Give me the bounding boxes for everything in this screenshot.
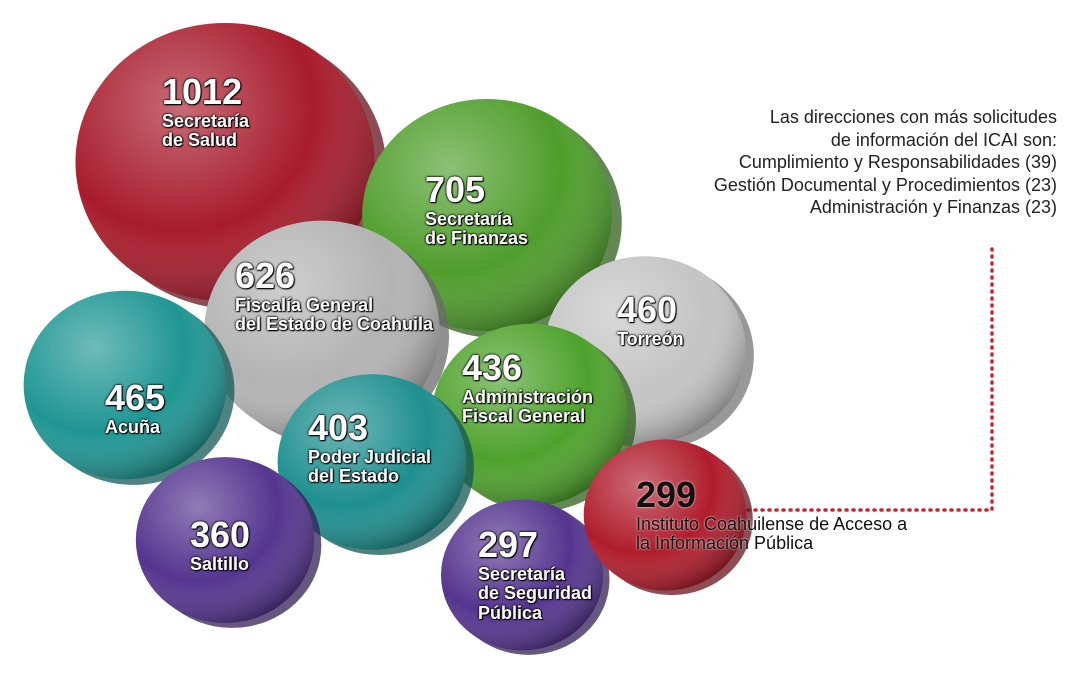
category-label: Poder Judicial del Estado (308, 448, 431, 488)
category-label: Torreón (617, 330, 684, 350)
annotation: Las direcciones con más solicitudes de i… (714, 106, 1057, 219)
category-label: Administración Fiscal General (462, 388, 593, 428)
category-label: Fiscalía General del Estado de Coahuila (235, 296, 433, 336)
infographic: Las direcciones con más solicitudes de i… (0, 0, 1076, 681)
category-label: Acuña (105, 418, 165, 438)
category-label: Instituto Coahuilense de Acceso a la Inf… (636, 515, 907, 555)
value-label: 465 (105, 378, 165, 418)
category-label: Saltillo (190, 555, 250, 575)
value-label: 705 (425, 170, 528, 210)
category-label: Secretaría de Finanzas (425, 210, 528, 250)
value-label: 403 (308, 408, 431, 448)
value-label: 360 (190, 515, 250, 555)
value-label: 460 (617, 290, 684, 330)
connector (748, 248, 992, 510)
value-label: 299 (636, 475, 907, 515)
value-label: 297 (478, 525, 592, 565)
category-label: Secretaría de Salud (162, 112, 249, 152)
category-label: Secretaría de Seguridad Pública (478, 565, 592, 624)
value-label: 1012 (162, 72, 249, 112)
value-label: 626 (235, 256, 433, 296)
value-label: 436 (462, 348, 593, 388)
